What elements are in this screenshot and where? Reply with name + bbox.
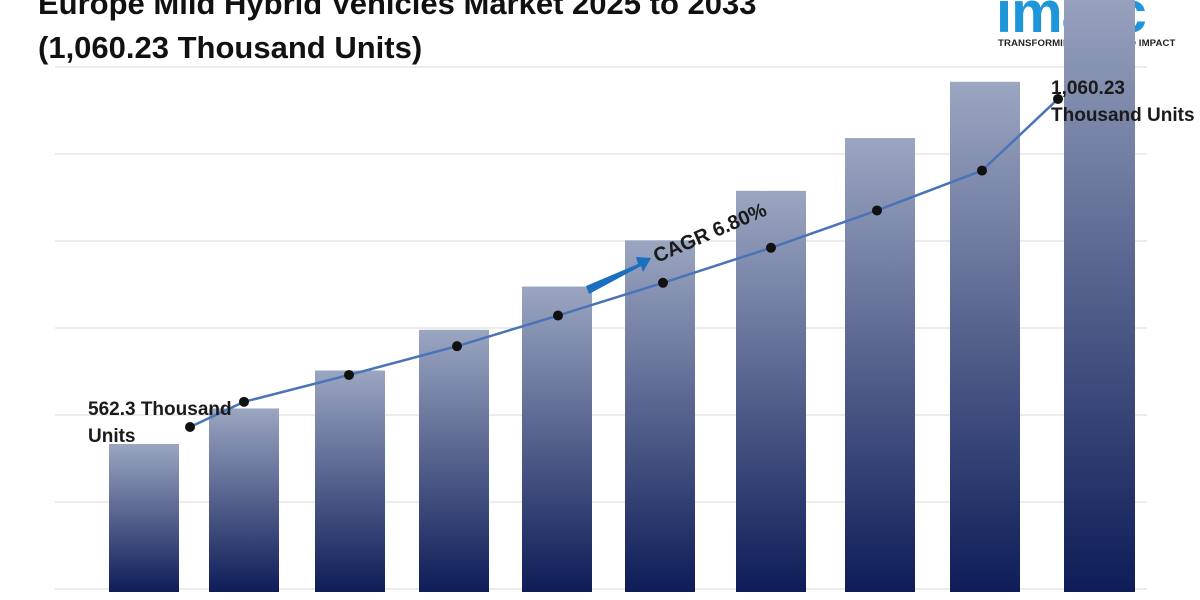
trend-point [553, 310, 563, 321]
bar [736, 190, 806, 592]
trend-point [452, 341, 462, 352]
annotations: 562.3 Thousand Units 1,060.23 Thousand U… [88, 78, 1195, 447]
bar [522, 286, 592, 592]
chart-title: Europe Mild Hybrid Vehicles Market 2025 … [38, 0, 756, 70]
trend-point [977, 165, 987, 176]
start-value-label-line-1: 562.3 Thousand [88, 399, 232, 420]
start-value-label-line-2: Units [88, 426, 136, 447]
start-value-label: 562.3 Thousand Units [88, 399, 237, 447]
bar [845, 138, 915, 592]
end-value-label-line-2: Thousand Units [1051, 105, 1195, 126]
bar [1064, 0, 1135, 593]
trend-point [239, 396, 249, 407]
bar [625, 240, 695, 592]
chart-title-line-1: Europe Mild Hybrid Vehicles Market 2025 … [38, 0, 757, 21]
bars [109, 0, 1135, 593]
trend-point [1053, 93, 1063, 104]
trend-line [189, 98, 1059, 429]
bar [315, 370, 385, 592]
trend-line-group [185, 93, 1063, 432]
bar [109, 444, 179, 592]
bar [209, 408, 279, 592]
trend-point [658, 277, 668, 288]
end-value-label-line-1: 1,060.23 [1051, 78, 1125, 99]
trend-point [185, 422, 195, 432]
end-value-label: 1,060.23 Thousand Units [1051, 78, 1195, 126]
chart-title-line-2: (1,060.23 Thousand Units) [38, 30, 423, 65]
bar [950, 81, 1020, 593]
trend-point [344, 369, 354, 380]
trend-point [872, 205, 882, 216]
cagr-arrow-icon [586, 257, 651, 294]
trend-point [766, 242, 776, 253]
bar [419, 329, 489, 592]
